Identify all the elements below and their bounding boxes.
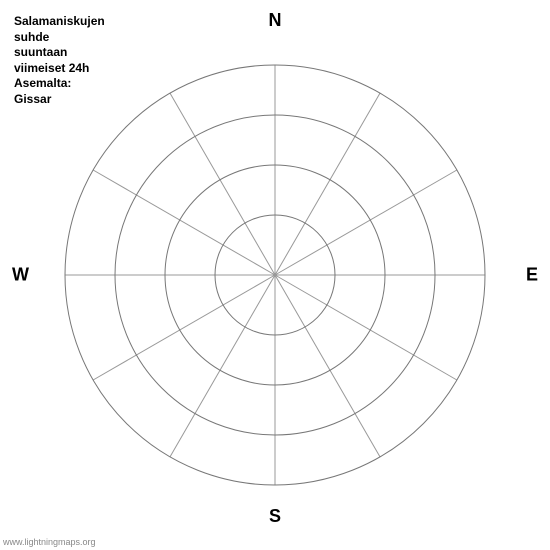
chart-title: Salamaniskujen suhde suuntaan viimeiset … <box>14 14 105 108</box>
compass-north: N <box>269 10 282 31</box>
compass-east: E <box>526 265 538 286</box>
compass-south: S <box>269 506 281 527</box>
compass-west: W <box>12 265 29 286</box>
attribution: www.lightningmaps.org <box>3 537 96 547</box>
polar-chart-container: Salamaniskujen suhde suuntaan viimeiset … <box>0 0 550 550</box>
